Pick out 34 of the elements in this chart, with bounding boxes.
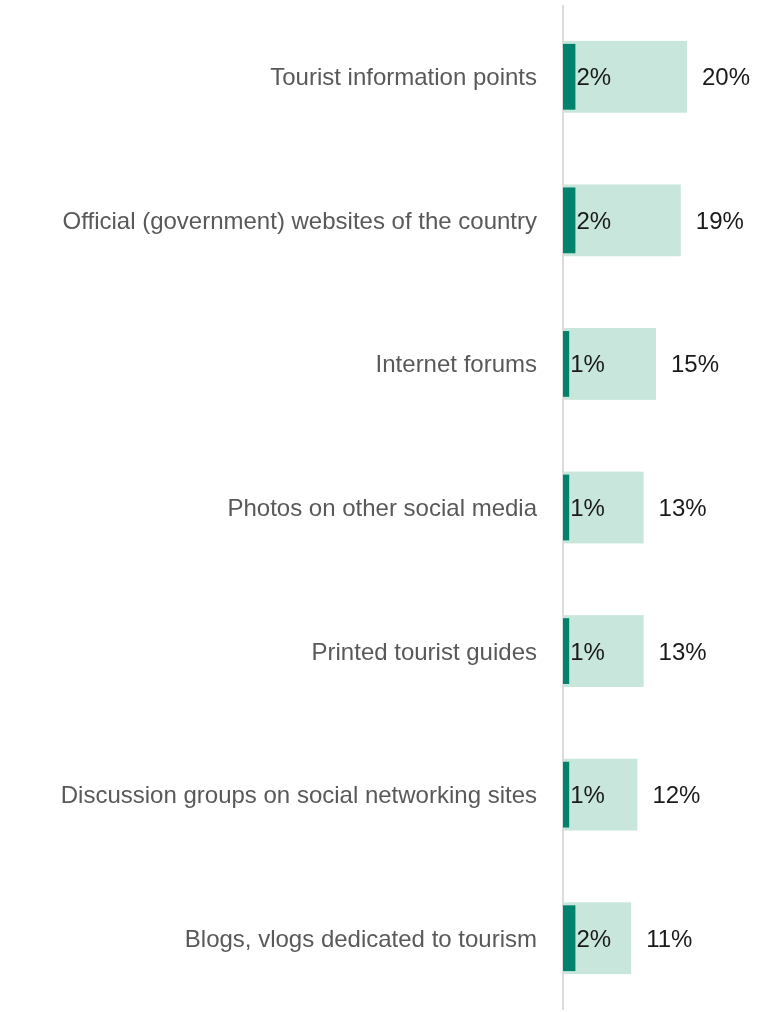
y-tick-label: Blogs, vlogs dedicated to tourism xyxy=(184,924,537,952)
y-tick-label: Official (government) websites of the country xyxy=(62,206,537,234)
y-tick-label: Internet forums xyxy=(375,350,537,378)
data-label: 1% xyxy=(570,350,605,378)
data-label: 2% xyxy=(576,63,612,91)
data-label: 13% xyxy=(658,494,707,521)
y-tick-label: Tourist information points xyxy=(270,63,537,91)
bar xyxy=(563,187,576,254)
bar xyxy=(563,40,687,113)
data-label: 2% xyxy=(576,206,612,234)
bar xyxy=(563,331,570,397)
bar xyxy=(563,474,570,541)
bar xyxy=(563,43,576,110)
bar xyxy=(563,471,644,544)
bar xyxy=(563,184,681,257)
data-label: 11% xyxy=(646,924,693,952)
bar xyxy=(563,618,570,684)
data-label: 1% xyxy=(570,637,605,665)
data-label: 19% xyxy=(695,206,744,234)
bar xyxy=(563,761,570,828)
y-tick-label: Discussion groups on social networking sites xyxy=(60,781,537,809)
bar xyxy=(563,328,656,400)
y-tick-label: Photos on other social media xyxy=(227,494,538,521)
bar xyxy=(563,905,576,972)
y-tick-label: Printed tourist guides xyxy=(311,637,537,665)
bar xyxy=(563,615,644,687)
data-label: 13% xyxy=(658,637,707,665)
data-label: 20% xyxy=(702,63,751,91)
data-label: 2% xyxy=(576,924,612,952)
data-label: 12% xyxy=(652,781,701,809)
bar xyxy=(563,758,638,831)
data-label: 15% xyxy=(671,350,720,378)
data-label: 1% xyxy=(570,781,605,809)
data-label: 1% xyxy=(570,494,605,521)
